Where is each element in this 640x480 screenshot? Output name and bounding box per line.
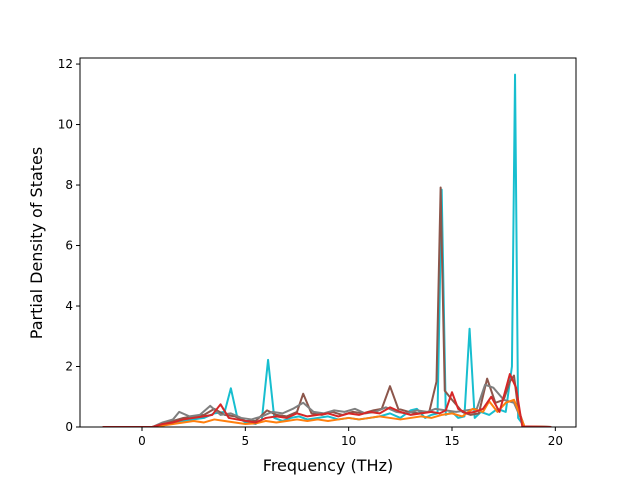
series-layer — [102, 73, 552, 427]
x-tick-label: 10 — [341, 434, 356, 448]
x-axis-label: Frequency (THz) — [263, 456, 393, 475]
x-axis: 0 5 10 15 20 — [138, 427, 563, 448]
y-tick-label: 4 — [65, 299, 73, 313]
x-tick-label: 5 — [242, 434, 250, 448]
series-line-1 — [102, 73, 552, 427]
x-tick-label: 0 — [138, 434, 146, 448]
y-tick-label: 2 — [65, 360, 73, 374]
y-axis: 0 2 4 6 8 10 12 — [58, 57, 80, 434]
x-tick-label: 15 — [444, 434, 459, 448]
y-tick-label: 6 — [65, 239, 73, 253]
series-line-5 — [102, 373, 552, 427]
y-tick-label: 0 — [65, 420, 73, 434]
y-tick-label: 12 — [58, 57, 73, 71]
y-axis-label: Partial Density of States — [27, 147, 46, 339]
plot-frame — [79, 57, 577, 428]
x-tick-label: 20 — [548, 434, 563, 448]
y-tick-label: 10 — [58, 118, 73, 132]
y-tick-label: 8 — [65, 178, 73, 192]
